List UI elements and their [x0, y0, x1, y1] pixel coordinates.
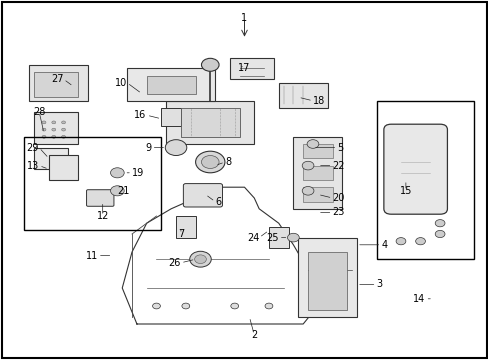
Text: 9: 9 — [145, 143, 151, 153]
Bar — [303, 166, 332, 180]
Circle shape — [189, 251, 211, 267]
Text: 11: 11 — [85, 251, 98, 261]
Circle shape — [302, 186, 313, 195]
Circle shape — [152, 303, 160, 309]
Circle shape — [194, 255, 206, 264]
Circle shape — [201, 156, 219, 168]
Text: 29: 29 — [27, 143, 39, 153]
Bar — [49, 155, 78, 180]
FancyBboxPatch shape — [383, 124, 447, 214]
Bar — [303, 187, 332, 202]
Text: 20: 20 — [332, 193, 344, 203]
Circle shape — [306, 140, 318, 148]
Circle shape — [201, 58, 219, 71]
Circle shape — [52, 128, 56, 131]
Circle shape — [42, 135, 46, 138]
Bar — [268, 227, 288, 248]
Circle shape — [264, 303, 272, 309]
Text: 25: 25 — [265, 233, 278, 243]
Bar — [229, 58, 273, 79]
Text: 14: 14 — [412, 294, 425, 304]
Text: 24: 24 — [246, 233, 259, 243]
Circle shape — [415, 238, 425, 245]
Text: 21: 21 — [117, 186, 129, 196]
Bar — [176, 216, 195, 238]
Circle shape — [434, 220, 444, 227]
Circle shape — [61, 128, 65, 131]
Text: 2: 2 — [251, 330, 257, 340]
Bar — [34, 72, 78, 97]
FancyBboxPatch shape — [86, 190, 114, 206]
Circle shape — [52, 135, 56, 138]
Text: 1: 1 — [241, 13, 247, 23]
Bar — [298, 238, 356, 317]
Text: 13: 13 — [27, 161, 39, 171]
Circle shape — [302, 161, 313, 170]
Circle shape — [52, 121, 56, 124]
Text: 7: 7 — [178, 229, 183, 239]
Text: 6: 6 — [215, 197, 221, 207]
Bar — [181, 108, 239, 137]
Bar — [376, 101, 473, 259]
Bar — [161, 108, 181, 126]
Bar — [24, 137, 161, 230]
Circle shape — [61, 135, 65, 138]
FancyBboxPatch shape — [183, 184, 222, 207]
Circle shape — [165, 140, 186, 156]
Bar — [146, 76, 195, 94]
Circle shape — [395, 238, 405, 245]
Bar — [29, 65, 88, 101]
Text: 28: 28 — [33, 107, 45, 117]
Text: 8: 8 — [224, 157, 231, 167]
Bar — [34, 112, 78, 144]
Text: 23: 23 — [332, 207, 344, 217]
Circle shape — [42, 128, 46, 131]
Text: 17: 17 — [238, 63, 250, 73]
Text: 18: 18 — [312, 96, 325, 106]
Circle shape — [182, 303, 189, 309]
Circle shape — [195, 151, 224, 173]
Bar — [166, 101, 254, 144]
Circle shape — [110, 186, 124, 196]
Text: 22: 22 — [332, 161, 345, 171]
Text: 15: 15 — [399, 186, 411, 196]
Circle shape — [287, 233, 299, 242]
Bar — [303, 144, 332, 158]
Text: 10: 10 — [115, 78, 127, 88]
Text: 5: 5 — [337, 143, 343, 153]
Bar — [34, 148, 68, 169]
Text: 26: 26 — [168, 258, 181, 268]
Text: 12: 12 — [96, 211, 109, 221]
Circle shape — [42, 121, 46, 124]
Circle shape — [434, 230, 444, 238]
Text: 27: 27 — [51, 74, 63, 84]
Text: 19: 19 — [132, 168, 144, 178]
Bar — [278, 83, 327, 108]
Text: 4: 4 — [381, 240, 387, 250]
Bar — [307, 252, 346, 310]
Text: 3: 3 — [376, 279, 382, 289]
Circle shape — [230, 303, 238, 309]
Circle shape — [110, 168, 124, 178]
Text: 16: 16 — [134, 110, 146, 120]
Bar — [293, 137, 342, 209]
Circle shape — [61, 121, 65, 124]
Bar — [127, 68, 215, 101]
